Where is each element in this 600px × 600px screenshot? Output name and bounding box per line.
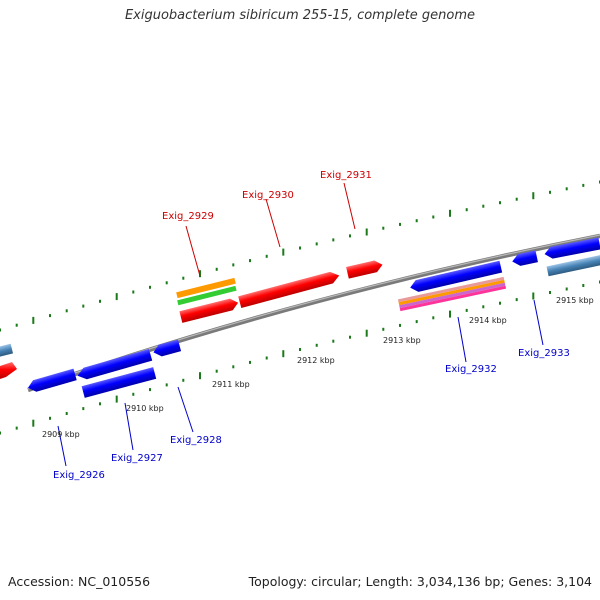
leader-exig-2929: [185, 225, 201, 277]
leader-exig-2930: [265, 198, 281, 248]
page-title: Exiguobacterium sibiricum 255-15, comple…: [124, 8, 476, 23]
label-leader-lines: [57, 182, 544, 467]
feature-stack-exig-2929: [176, 277, 237, 306]
label-exig-2930[interactable]: Exig_2930: [242, 190, 294, 201]
leader-exig-2926: [57, 425, 67, 467]
label-exig-2933[interactable]: Exig_2933: [518, 348, 570, 359]
gene-exig-2931-feature: [346, 260, 383, 279]
forward-strand-genes: [0, 260, 383, 379]
scale-label-2910: 2910 kbp: [126, 404, 164, 413]
gene-exig-2927-feature: [81, 367, 157, 398]
scale-ticks: [0, 180, 600, 435]
salmon-feature: [397, 276, 505, 303]
label-exig-2928[interactable]: Exig_2928: [170, 435, 222, 446]
rna-features: [0, 254, 600, 359]
label-exig-2927[interactable]: Exig_2927: [111, 453, 163, 464]
accession-text: Accession: NC_010556: [8, 574, 151, 589]
forward-gene-labels: Exig_2929 Exig_2930 Exig_2931: [162, 170, 372, 222]
gene-exig-2928-partner: [77, 349, 153, 380]
leader-exig-2928: [177, 386, 194, 433]
leader-exig-2927: [124, 402, 134, 451]
pink-feature: [399, 285, 507, 312]
gene-exig-2928-feature: [153, 339, 182, 357]
scale-label-2912: 2912 kbp: [297, 356, 335, 365]
label-exig-2932[interactable]: Exig_2932: [445, 364, 497, 375]
rna-feature-right: [546, 254, 600, 277]
gene-exig-2929-feature: [179, 298, 239, 323]
orange-feature: [176, 277, 236, 299]
leader-exig-2932: [457, 316, 467, 363]
label-exig-2926[interactable]: Exig_2926: [53, 470, 105, 481]
label-exig-2931[interactable]: Exig_2931: [320, 170, 372, 181]
gene-partial-left-red: [0, 362, 17, 379]
gene-exig-2930-feature: [238, 271, 340, 308]
gene-blue-right: [544, 237, 600, 259]
scale-label-2915: 2915 kbp: [556, 296, 594, 305]
rna-feature-left: [0, 343, 14, 359]
leader-exig-2933: [533, 299, 544, 346]
scale-label-2913: 2913 kbp: [383, 336, 421, 345]
scale-label-2909: 2909 kbp: [42, 430, 80, 439]
genome-summary-text: Topology: circular; Length: 3,034,136 bp…: [248, 574, 592, 589]
reverse-gene-labels: Exig_2926 Exig_2927 Exig_2928 Exig_2932 …: [53, 348, 570, 481]
purple-feature: [399, 282, 506, 309]
orange-feature-2: [398, 279, 505, 306]
gene-exig-2932-feature: [410, 260, 503, 292]
scale-labels: 2909 kbp 2910 kbp 2911 kbp 2912 kbp 2913…: [42, 296, 594, 439]
leader-exig-2931: [343, 182, 356, 230]
reverse-strand-genes: [27, 237, 600, 398]
scale-label-2911: 2911 kbp: [212, 380, 250, 389]
feature-stack-exig-2932: [397, 276, 507, 312]
gene-blue-a: [27, 368, 77, 392]
scale-label-2914: 2914 kbp: [469, 316, 507, 325]
gene-exig-2933-feature: [512, 250, 538, 266]
label-exig-2929[interactable]: Exig_2929: [162, 211, 214, 222]
green-feature: [177, 285, 237, 306]
